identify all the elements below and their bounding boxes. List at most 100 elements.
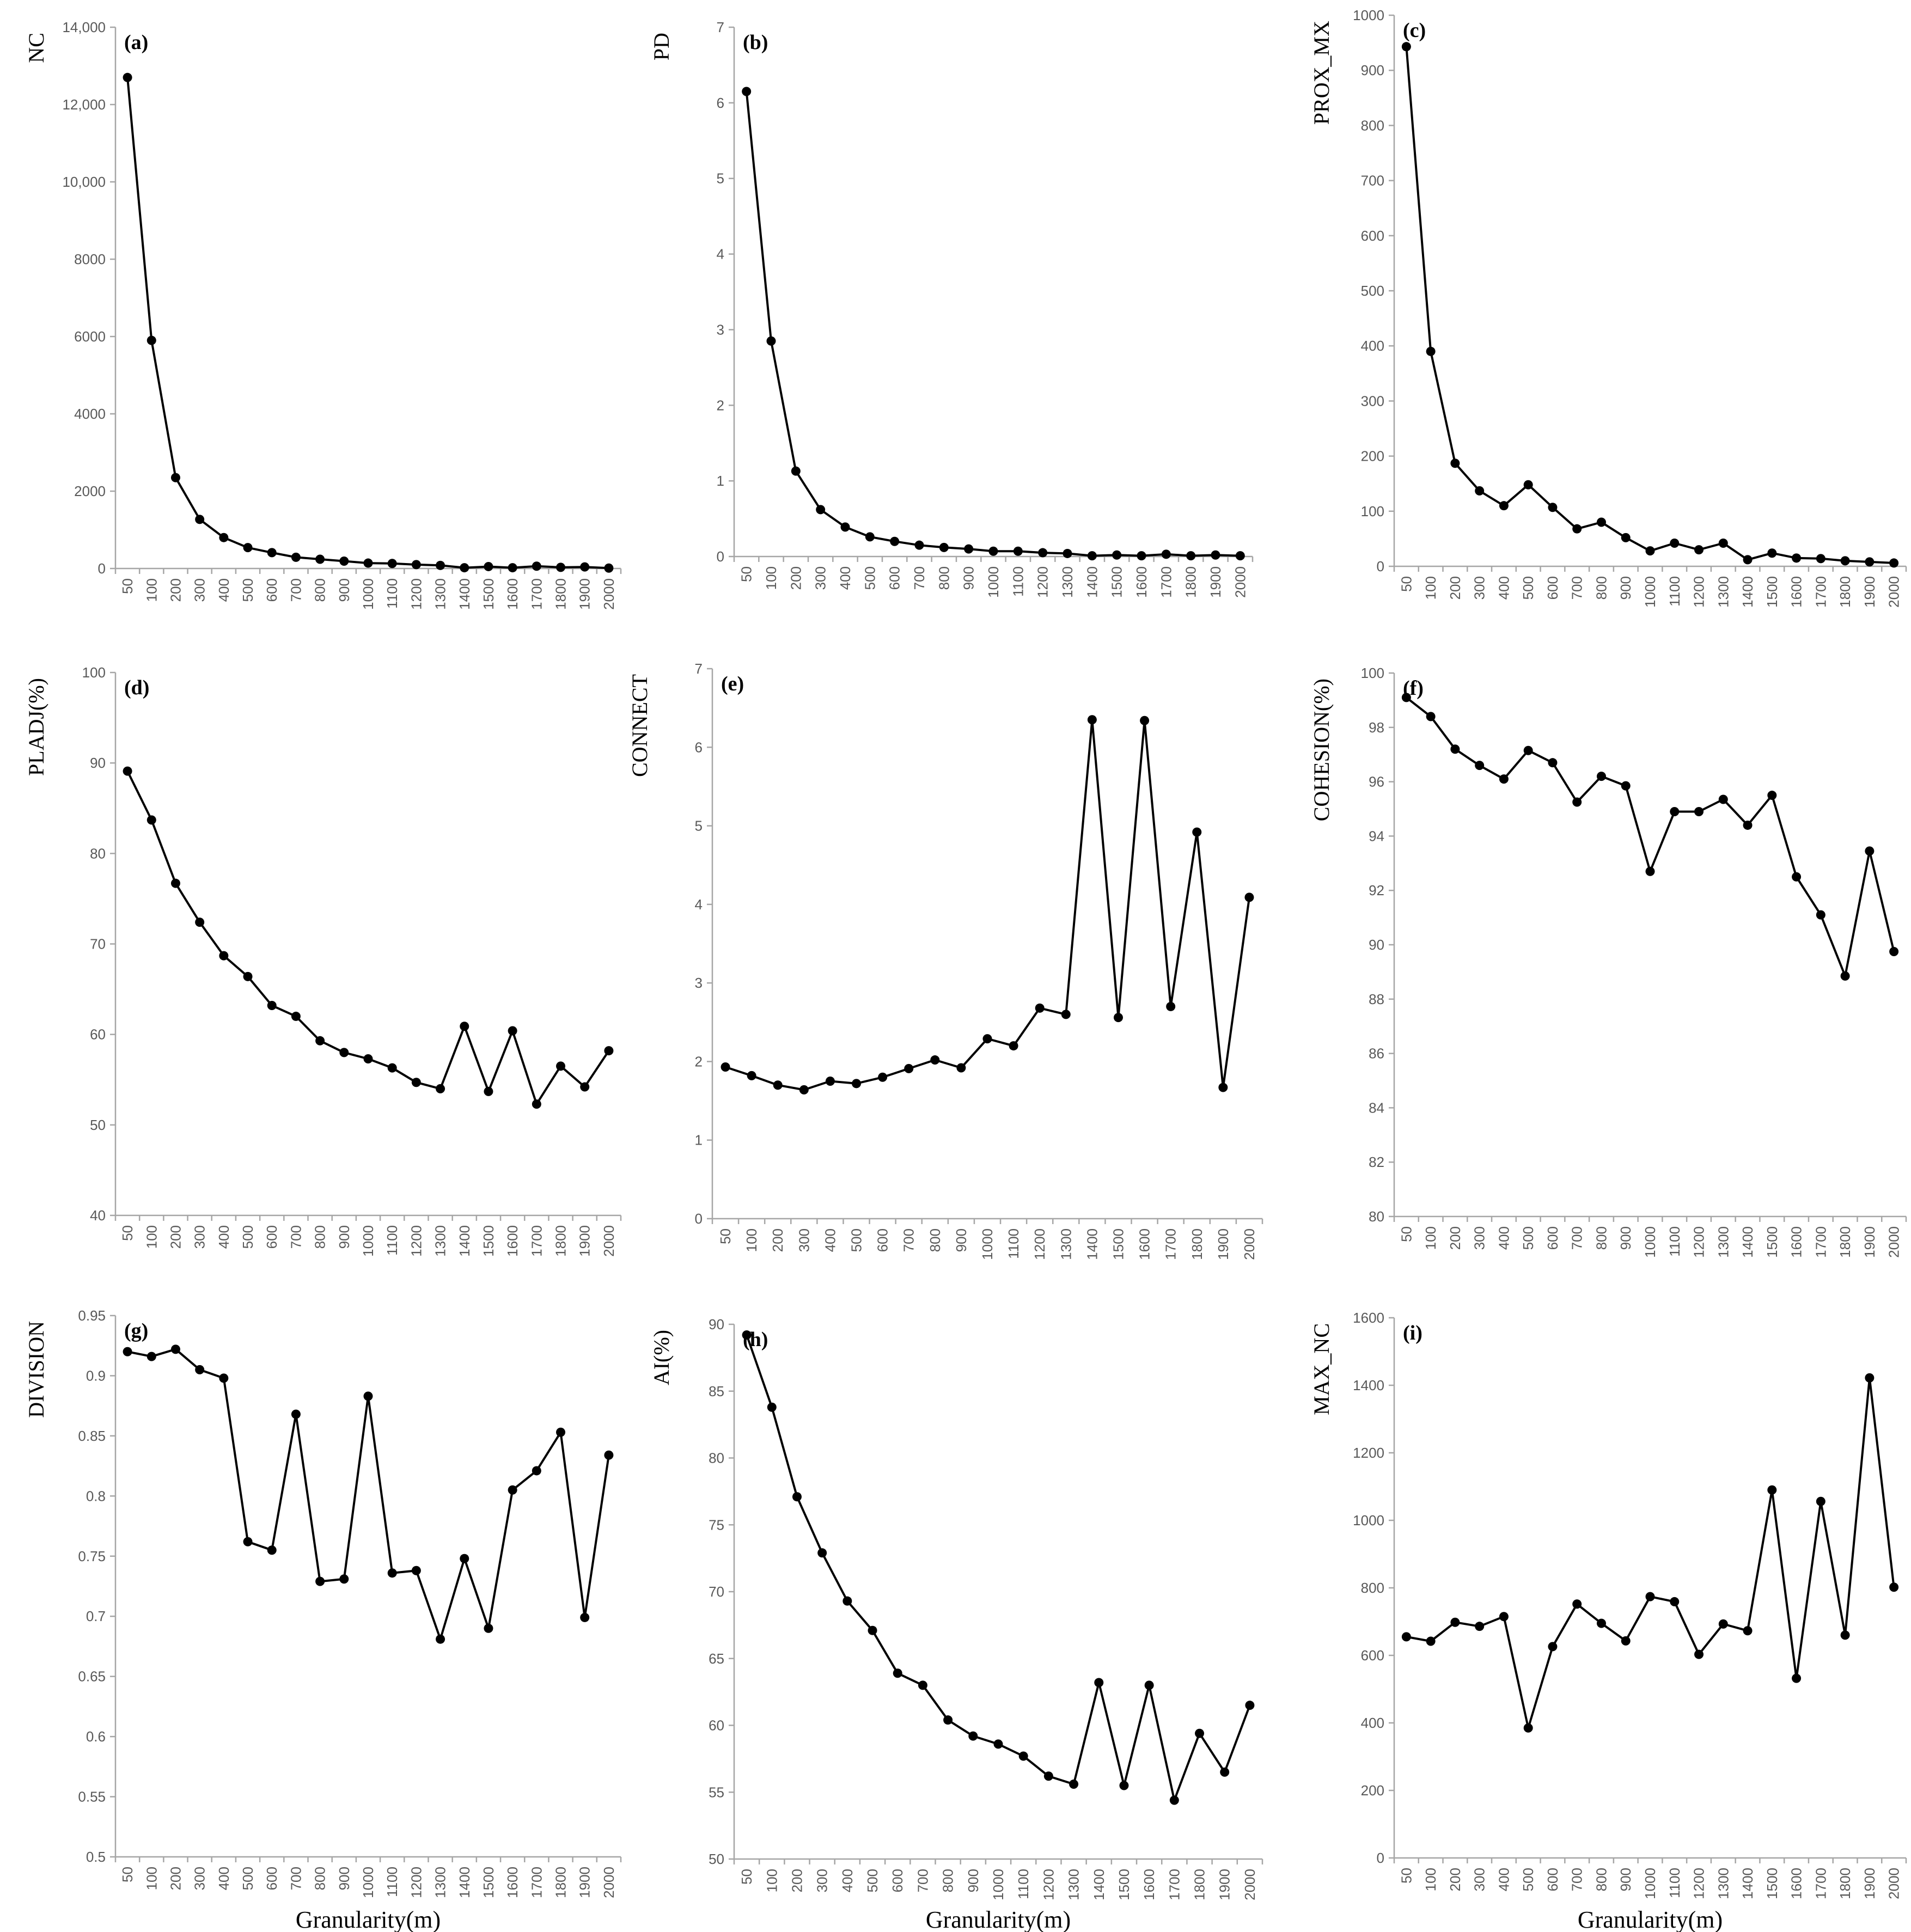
- data-point: [1186, 551, 1196, 561]
- y-tick-label: 92: [1369, 882, 1384, 898]
- y-tick-label: 0.55: [78, 1789, 106, 1805]
- data-point: [315, 1036, 325, 1046]
- chart-panel-1: 0 2000 4000 6000 8000 10,000 12,000 14,000 50 100…: [24, 19, 622, 610]
- series-line: [1405, 46, 1894, 564]
- x-tick-label: 2000: [1241, 1228, 1257, 1260]
- x-tick-label: 1700: [528, 1225, 545, 1257]
- data-point: [436, 1084, 445, 1093]
- data-point: [1401, 42, 1411, 52]
- data-point: [988, 546, 998, 556]
- x-tick-label: 1100: [1666, 1868, 1683, 1898]
- x-axis-title: Granularity(m): [1578, 1906, 1723, 1932]
- x-tick-label: 1600: [1788, 1226, 1805, 1258]
- series-line: [1406, 696, 1895, 977]
- chart-panel-2: 0 1 2 3 4 5 6 7 50 100 200 300 400 500 600 700 800 900 100…: [649, 19, 1254, 598]
- data-point: [291, 1409, 301, 1419]
- x-tick-label: 900: [965, 1869, 981, 1892]
- x-tick-label: 100: [743, 1228, 760, 1252]
- x-tick-label: 1700: [1158, 566, 1174, 598]
- x-tick-label: 1600: [1133, 566, 1150, 598]
- y-tick-label: 100: [82, 664, 106, 681]
- data-point: [747, 1071, 756, 1080]
- x-tick-label: 1900: [577, 578, 593, 610]
- data-point: [1889, 1582, 1899, 1592]
- y-tick-label: 5: [695, 818, 703, 834]
- y-tick-label: 6: [717, 95, 724, 111]
- data-point: [532, 1099, 541, 1109]
- data-point: [878, 1072, 888, 1082]
- x-tick-label: 600: [875, 1228, 891, 1252]
- x-tick-label: 800: [312, 1867, 328, 1890]
- x-tick-label: 200: [1447, 1226, 1463, 1250]
- data-point: [1119, 1781, 1129, 1790]
- x-tick-label: 100: [1422, 1226, 1439, 1250]
- x-tick-label: 1300: [1715, 576, 1731, 608]
- y-tick-label: 200: [1361, 448, 1384, 464]
- x-tick-label: 600: [1544, 1868, 1561, 1891]
- x-tick-label: 500: [1520, 1868, 1536, 1891]
- y-axis-title: PD: [649, 33, 674, 60]
- y-tick-label: 100: [1361, 503, 1384, 519]
- data-point: [604, 1450, 614, 1460]
- x-axis-title: Granularity(m): [926, 1906, 1071, 1932]
- data-point: [1865, 1373, 1875, 1383]
- data-point: [195, 918, 205, 927]
- x-tick-label: 2000: [1886, 1226, 1902, 1258]
- x-tick-label: 1600: [504, 1867, 521, 1898]
- data-point: [219, 951, 229, 961]
- x-tick-label: 1500: [480, 578, 497, 610]
- x-tick-label: 1500: [1764, 576, 1780, 608]
- x-tick-label: 200: [789, 1869, 805, 1892]
- x-tick-label: 700: [288, 1225, 304, 1249]
- data-point: [943, 1715, 953, 1725]
- y-tick-label: 0.75: [78, 1548, 106, 1564]
- y-tick-label: 65: [709, 1650, 724, 1667]
- x-tick-label: 1500: [1116, 1869, 1132, 1900]
- x-tick-label: 1600: [1141, 1869, 1157, 1900]
- data-point: [315, 554, 325, 564]
- data-point: [1523, 480, 1533, 490]
- x-tick-label: 400: [839, 1869, 856, 1892]
- data-point: [604, 563, 614, 573]
- y-tick-label: 90: [1369, 937, 1384, 953]
- data-point: [1218, 1083, 1228, 1092]
- data-point: [1889, 558, 1899, 568]
- x-tick-label: 2000: [601, 578, 617, 610]
- data-point: [1792, 872, 1802, 882]
- data-point: [339, 1048, 349, 1057]
- data-point: [1038, 548, 1048, 558]
- x-tick-label: 1400: [1739, 1226, 1756, 1258]
- data-point: [604, 1046, 614, 1056]
- x-tick-label: 1200: [1691, 1226, 1707, 1258]
- panel-label: (d): [124, 676, 149, 699]
- panel-label: (g): [124, 1319, 148, 1342]
- data-point: [170, 1344, 180, 1354]
- data-point: [1401, 1632, 1411, 1642]
- x-tick-label: 900: [336, 578, 352, 602]
- data-point: [1094, 1678, 1104, 1688]
- data-point: [1112, 550, 1122, 560]
- y-tick-label: 80: [1369, 1208, 1384, 1225]
- x-tick-label: 900: [1617, 1226, 1634, 1250]
- x-tick-label: 1700: [1812, 1868, 1829, 1899]
- y-tick-label: 700: [1361, 173, 1384, 189]
- data-point: [1475, 486, 1485, 496]
- data-point: [1043, 1771, 1053, 1781]
- x-tick-label: 1300: [1066, 1869, 1082, 1900]
- data-point: [840, 522, 850, 532]
- data-point: [339, 557, 349, 566]
- data-point: [339, 1574, 349, 1584]
- x-tick-label: 1800: [1183, 566, 1199, 598]
- x-tick-label: 1200: [1035, 566, 1051, 598]
- x-tick-label: 50: [119, 1225, 136, 1241]
- x-tick-label: 1500: [1109, 566, 1125, 598]
- data-point: [930, 1055, 940, 1065]
- data-point: [508, 563, 517, 573]
- data-point: [918, 1680, 927, 1690]
- x-tick-label: 1800: [1837, 1868, 1853, 1899]
- y-tick-label: 55: [709, 1784, 724, 1800]
- data-point: [243, 1537, 253, 1546]
- data-point: [1645, 866, 1655, 876]
- x-tick-label: 200: [787, 566, 804, 590]
- data-point: [1743, 1626, 1753, 1636]
